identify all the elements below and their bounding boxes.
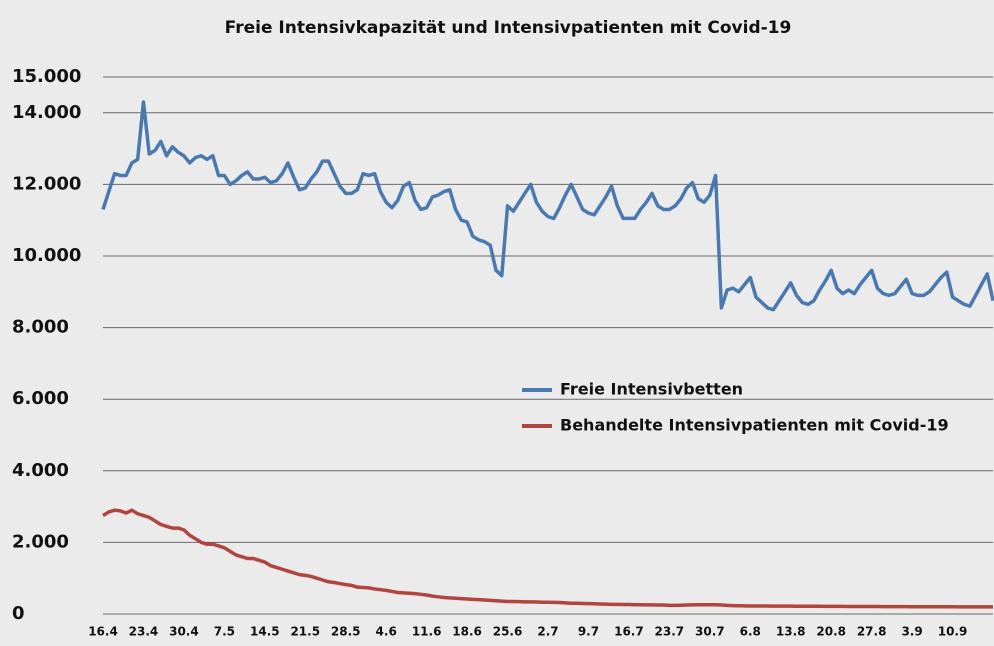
x-tick-label: 13.8 xyxy=(776,625,806,639)
x-tick-label: 28.5 xyxy=(331,625,361,639)
x-tick-label: 10.9 xyxy=(938,625,968,639)
legend-label: Behandelte Intensivpatienten mit Covid-1… xyxy=(560,416,949,435)
x-tick-label: 3.9 xyxy=(901,625,922,639)
x-tick-label: 30.4 xyxy=(169,625,199,639)
x-tick-label: 14.5 xyxy=(250,625,280,639)
x-tick-label: 6.8 xyxy=(740,625,761,639)
y-tick-label: 2.000 xyxy=(12,531,69,552)
y-tick-label: 4.000 xyxy=(12,460,69,481)
x-tick-label: 21.5 xyxy=(290,625,320,639)
x-tick-label: 23.7 xyxy=(655,625,685,639)
x-tick-label: 16.4 xyxy=(88,625,118,639)
y-tick-label: 8.000 xyxy=(12,317,69,338)
x-tick-label: 16.7 xyxy=(614,625,644,639)
x-tick-label: 30.7 xyxy=(695,625,725,639)
x-tick-label: 23.4 xyxy=(129,625,159,639)
chart-title: Freie Intensivkapazität und Intensivpati… xyxy=(225,18,792,38)
x-tick-label: 20.8 xyxy=(816,625,846,639)
x-tick-label: 7.5 xyxy=(214,625,235,639)
x-tick-label: 27.8 xyxy=(857,625,887,639)
legend-label: Freie Intensivbetten xyxy=(560,380,743,399)
x-tick-label: 4.6 xyxy=(376,625,397,639)
x-tick-label: 11.6 xyxy=(412,625,442,639)
y-tick-label: 10.000 xyxy=(12,245,81,266)
y-tick-label: 15.000 xyxy=(12,66,81,87)
x-tick-label: 2.7 xyxy=(537,625,558,639)
x-tick-label: 25.6 xyxy=(493,625,523,639)
data-line xyxy=(101,100,994,312)
y-tick-label: 12.000 xyxy=(12,173,81,194)
y-tick-label: 14.000 xyxy=(12,102,81,123)
x-tick-label: 9.7 xyxy=(578,625,599,639)
y-tick-label: 0 xyxy=(12,603,25,624)
data-line xyxy=(102,508,993,609)
y-tick-label: 6.000 xyxy=(12,388,69,409)
x-tick-label: 18.6 xyxy=(452,625,482,639)
